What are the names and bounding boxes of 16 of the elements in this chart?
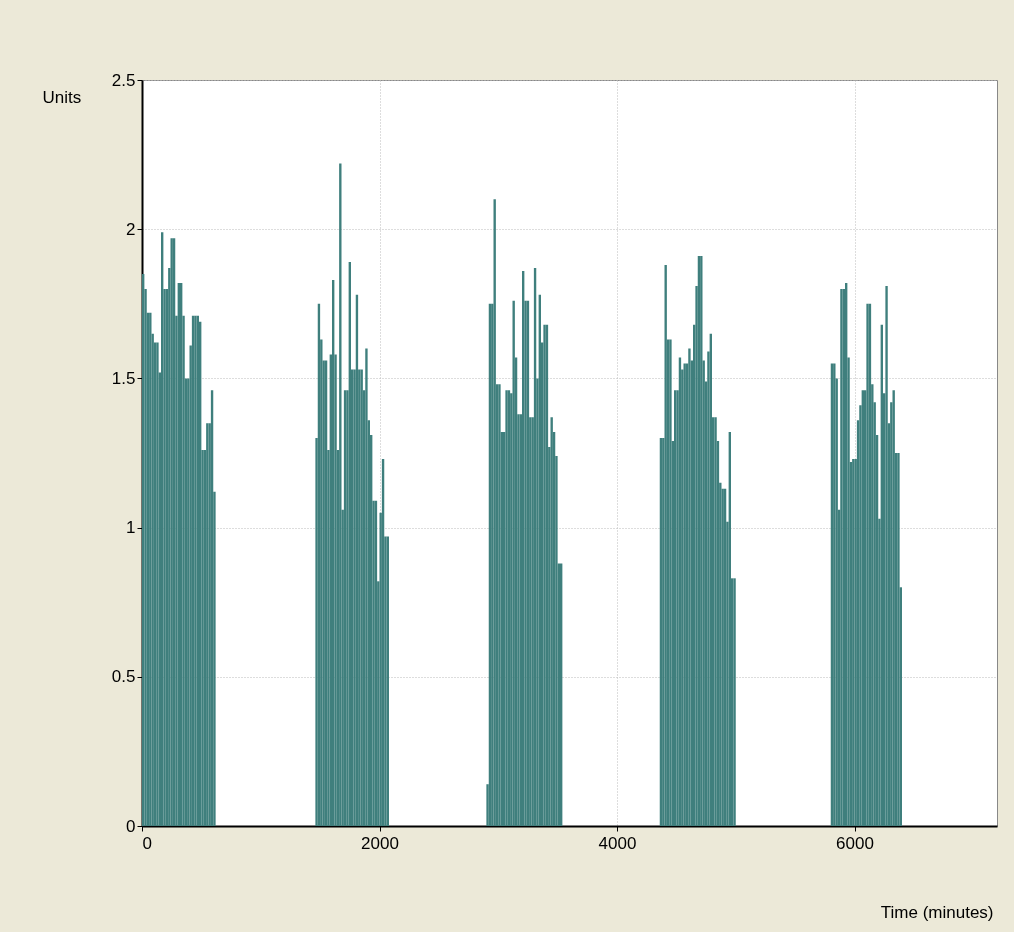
- y-tick-label: 2: [126, 219, 136, 239]
- y-tick-label: 1.5: [111, 368, 136, 388]
- y-tick-label: 0.5: [111, 667, 136, 687]
- bar: [339, 163, 342, 826]
- x-axis-title: Time (minutes): [880, 902, 994, 922]
- x-tick-label: 4000: [598, 833, 637, 853]
- x-tick-label: 6000: [836, 833, 874, 853]
- y-axis-title: Units: [42, 87, 82, 107]
- y-tick-label: 0: [126, 816, 136, 836]
- x-tick-label: 0: [142, 833, 152, 853]
- y-tick-label: 2.5: [111, 70, 136, 90]
- bar: [365, 348, 368, 826]
- bar: [885, 285, 888, 826]
- y-tick-label: 1: [126, 518, 136, 538]
- x-tick-label: 2000: [361, 833, 399, 853]
- bar: [688, 348, 691, 826]
